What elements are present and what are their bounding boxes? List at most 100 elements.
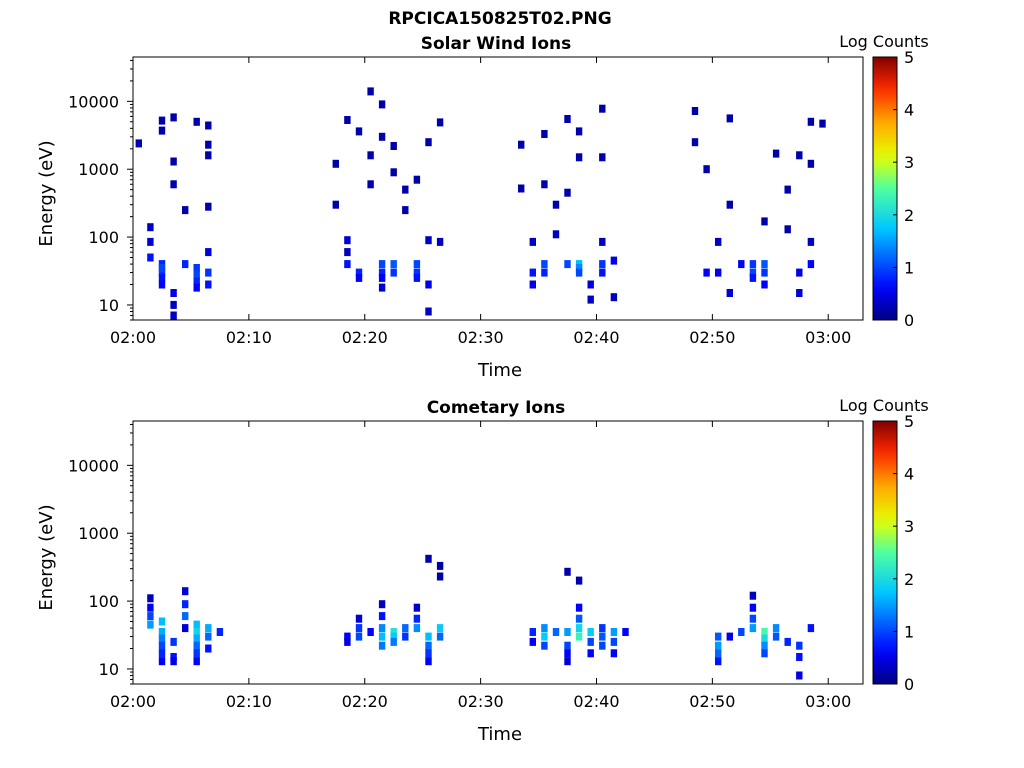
data-cell (807, 159, 815, 168)
data-cell (158, 116, 166, 125)
data-cell (587, 649, 594, 658)
panel-title: Solar Wind Ions (421, 34, 572, 54)
data-cell (147, 603, 154, 612)
data-cell (344, 632, 351, 641)
data-cell (436, 237, 444, 246)
data-cell (135, 139, 142, 148)
data-cell (402, 632, 409, 641)
plot-frame (132, 56, 864, 321)
data-cell (170, 157, 177, 166)
data-cell (355, 632, 363, 641)
data-cell (541, 624, 548, 633)
data-cell (564, 657, 571, 666)
colorbar-tick-label: 2 (904, 206, 914, 225)
data-cell (193, 657, 200, 666)
data-cell (622, 628, 629, 636)
panel-title: Cometary Ions (427, 398, 566, 418)
data-cell (761, 280, 768, 289)
x-tick-label: 02:50 (689, 692, 735, 711)
data-cell (575, 614, 583, 623)
x-tick-label: 02:20 (342, 692, 388, 711)
data-cell (529, 237, 536, 246)
data-cell (796, 151, 803, 160)
data-cell (182, 260, 189, 269)
data-cell (367, 87, 374, 96)
data-cell (564, 260, 571, 269)
x-tick-label: 02:00 (110, 692, 156, 711)
data-cell (726, 200, 733, 209)
data-cell (158, 280, 166, 289)
data-cell (205, 202, 212, 211)
figure-title: RPCICA150825T02.PNG (388, 9, 611, 29)
data-cell (518, 140, 525, 149)
data-cell (726, 114, 733, 123)
data-cell (170, 653, 177, 661)
data-cell (761, 634, 768, 643)
data-cell (784, 637, 791, 646)
data-cell (772, 149, 780, 158)
data-cell (158, 617, 166, 626)
data-cell (413, 603, 421, 612)
data-cell (587, 637, 594, 646)
data-cell (344, 637, 351, 646)
data-cell (749, 273, 757, 282)
data-cell (413, 260, 421, 269)
y-tick-label: 10 (99, 660, 119, 679)
data-cell (610, 649, 618, 658)
data-cell (378, 132, 386, 141)
colorbar-solar-wind (872, 56, 898, 321)
data-cell (610, 637, 618, 646)
data-cell (193, 641, 200, 650)
data-cell (378, 624, 386, 633)
colorbar-label: Log Counts (839, 32, 929, 51)
data-cell (599, 237, 606, 246)
x-tick-label: 02:30 (458, 328, 504, 347)
data-cell (575, 576, 583, 585)
data-cell (436, 572, 444, 581)
data-cell (610, 293, 618, 302)
data-cell (796, 653, 803, 661)
data-cell (784, 185, 791, 194)
data-cell (390, 632, 397, 641)
data-cell (378, 612, 386, 621)
data-cell (749, 591, 757, 600)
data-cell (749, 268, 757, 277)
data-cell (564, 649, 571, 658)
data-cell (193, 649, 200, 658)
data-cell (390, 142, 397, 150)
data-cell (182, 612, 189, 621)
colorbar-tick-label: 1 (904, 622, 914, 641)
data-cell (691, 138, 699, 147)
data-cell (715, 649, 722, 658)
data-cell (205, 140, 212, 149)
data-cell (425, 280, 432, 289)
data-cell (761, 641, 768, 650)
data-cell (796, 671, 803, 680)
data-cell (170, 289, 177, 297)
x-axis-label: Time (477, 360, 522, 381)
data-cell (390, 260, 397, 269)
data-cell (552, 230, 560, 239)
data-cell (425, 554, 432, 563)
data-cell (599, 624, 606, 633)
data-cell (344, 116, 351, 124)
data-cell (332, 200, 339, 209)
data-cell (378, 283, 386, 292)
data-cell (193, 270, 200, 279)
data-cell (738, 628, 745, 636)
data-cell (205, 151, 212, 160)
data-cell (182, 206, 189, 215)
colorbar-tick-label: 4 (904, 465, 914, 484)
data-cell (575, 603, 583, 612)
colorbar-tick-label: 3 (904, 517, 914, 536)
y-tick-label: 1000 (78, 160, 119, 179)
data-cell (355, 624, 363, 633)
data-cell (158, 273, 166, 282)
data-cell (147, 237, 154, 246)
data-cell (529, 637, 536, 646)
data-cell (205, 632, 212, 641)
data-cell (425, 307, 432, 316)
x-tick-label: 02:50 (689, 328, 735, 347)
data-cell (425, 649, 432, 658)
colorbar-tick-label: 4 (904, 101, 914, 120)
